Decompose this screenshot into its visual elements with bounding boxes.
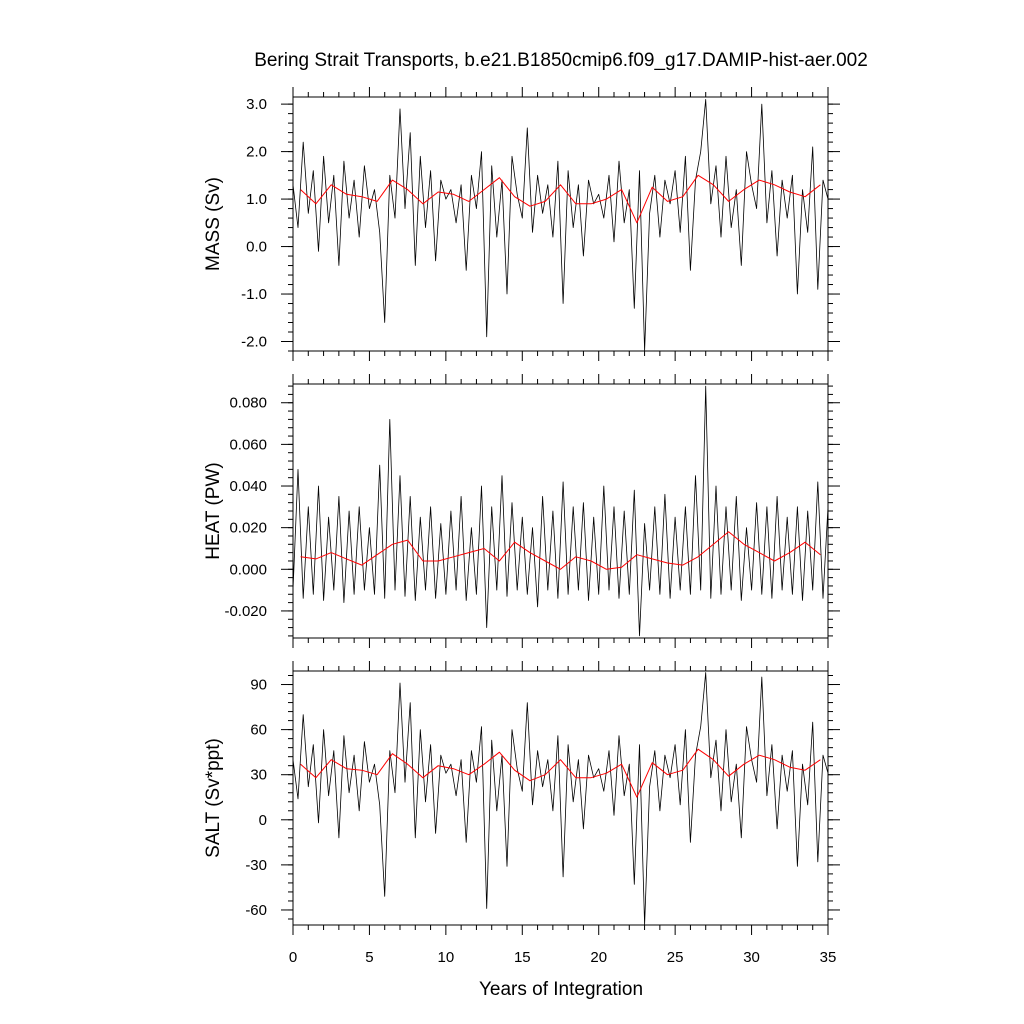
panel-1: -2.0 -1.0 0.0 1.0 2.0 3.0 MASS (Sv) <box>203 87 840 361</box>
y-tick-label: 0.0 <box>246 239 267 256</box>
y-tick-label: 0.020 <box>229 520 267 537</box>
panel-3: -60 -30 0 30 60 90 SALT (Sv*ppt) <box>203 661 840 935</box>
series-line-monthly <box>292 672 829 926</box>
x-tick-label: 0 <box>289 949 297 966</box>
y-tick-label: 0.060 <box>229 436 267 453</box>
y-tick-label: 90 <box>250 677 267 694</box>
y-tick-label: -2.0 <box>241 334 267 351</box>
series-line-monthly <box>292 99 829 352</box>
x-tick-label: 30 <box>743 949 760 966</box>
y-tick-label: -30 <box>245 857 267 874</box>
plot-frame <box>292 383 829 639</box>
y-axis-label: HEAT (PW) <box>203 462 224 559</box>
series-line-annual <box>300 174 821 224</box>
y-tick-label: -1.0 <box>241 286 267 303</box>
plot-frame <box>292 96 829 352</box>
series-line-monthly <box>292 385 829 637</box>
x-axis-label: Years of Integration <box>479 979 643 1000</box>
x-tick-label: 10 <box>438 949 455 966</box>
x-tick-label: 20 <box>590 949 607 966</box>
x-tick-label: 15 <box>514 949 531 966</box>
chart-title: Bering Strait Transports, b.e21.B1850cmi… <box>254 50 868 71</box>
x-tick-label: 35 <box>820 949 837 966</box>
y-tick-label: 2.0 <box>246 144 267 161</box>
y-axis-label: MASS (Sv) <box>203 177 224 271</box>
series-line-annual <box>300 531 821 570</box>
panel-2: -0.020 0.000 0.020 0.040 0.060 0.080 HEAT (PW) <box>203 374 840 648</box>
y-axis-label: SALT (Sv*ppt) <box>203 738 224 858</box>
y-tick-label: 0.000 <box>229 561 267 578</box>
panels-group: -2.0 -1.0 0.0 1.0 2.0 3.0 MASS (Sv) -0.020 0.000… <box>203 87 840 966</box>
y-tick-label: 1.0 <box>246 191 267 208</box>
y-tick-label: 3.0 <box>246 96 267 113</box>
x-tick-label: 25 <box>667 949 684 966</box>
y-tick-label: 60 <box>250 722 267 739</box>
plot-frame <box>292 670 829 926</box>
y-tick-label: -0.020 <box>224 603 267 620</box>
y-tick-label: -60 <box>245 902 267 919</box>
y-tick-label: 0.040 <box>229 478 267 495</box>
y-tick-label: 0.080 <box>229 395 267 412</box>
y-tick-label: 0 <box>259 812 267 829</box>
y-tick-label: 30 <box>250 767 267 784</box>
x-tick-label: 5 <box>365 949 373 966</box>
series-line-annual <box>300 748 821 798</box>
